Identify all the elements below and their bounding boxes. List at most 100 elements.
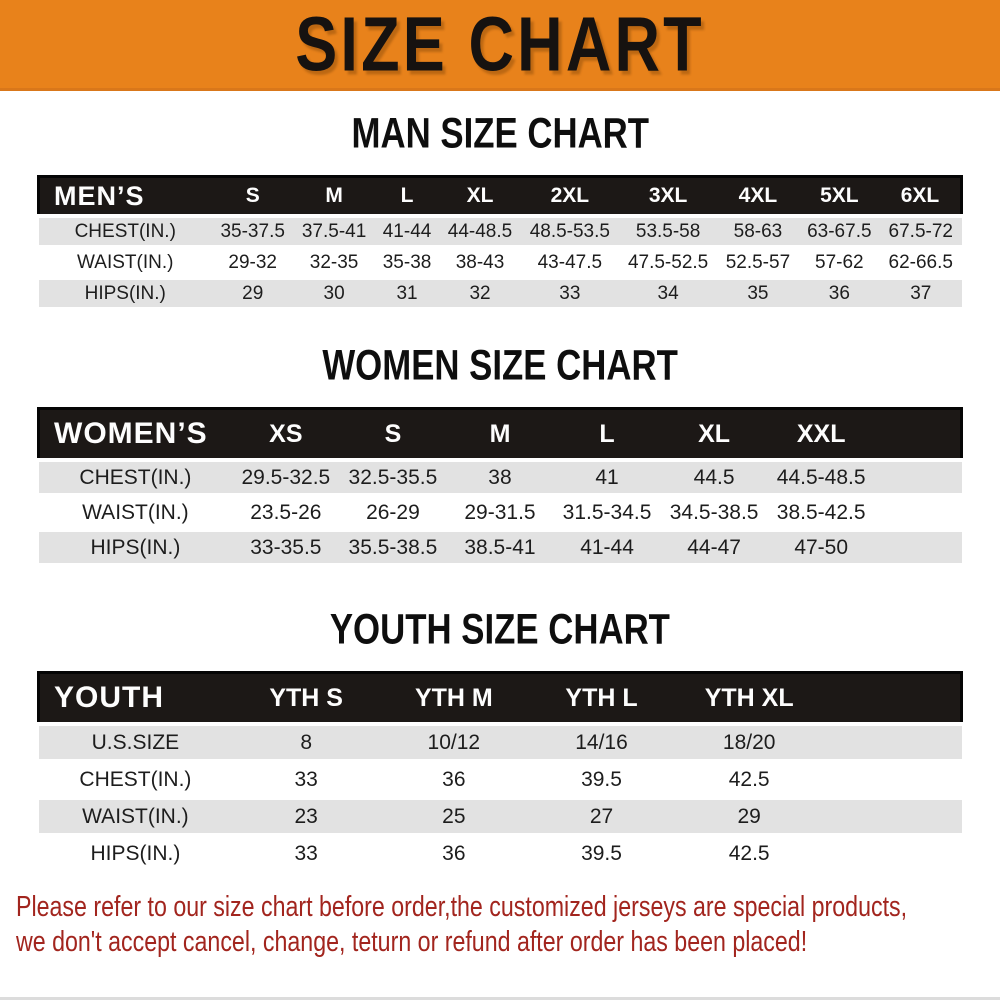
size-value-cell: 35.5-38.5 [339, 528, 447, 563]
men-chest-row: CHEST(IN.) 35-37.5 37.5-41 41-44 44-48.5… [38, 214, 962, 247]
size-value-cell: 52.5-57 [717, 245, 799, 278]
spacer-cell [823, 722, 962, 761]
size-value-cell: 32.5-35.5 [339, 458, 447, 495]
size-value-cell: 33 [232, 759, 380, 798]
men-size-col-header: 2XL [520, 175, 619, 218]
spacer-cell [823, 671, 964, 726]
men-size-col-header: 4XL [717, 175, 799, 218]
women-size-col-header: L [553, 407, 661, 462]
size-value-cell: 39.5 [527, 759, 676, 798]
spacer-cell [874, 407, 963, 462]
page-title: SIZE CHART [295, 1, 705, 87]
disclaimer-line-2: we don't accept cancel, change, teturn o… [16, 926, 808, 959]
women-table-corner-label: WOMEN’S [37, 407, 233, 462]
women-hips-row: HIPS(IN.) 33-35.5 35.5-38.5 38.5-41 41-4… [38, 528, 962, 563]
row-label: CHEST(IN.) [38, 759, 233, 798]
size-value-cell: 67.5-72 [880, 214, 962, 247]
size-value-cell: 38-43 [439, 245, 521, 278]
size-value-cell: 44.5-48.5 [767, 458, 875, 495]
spacer-cell [823, 796, 962, 835]
size-value-cell: 29-32 [212, 245, 294, 278]
row-label: HIPS(IN.) [38, 528, 233, 563]
men-section-heading-text: MAN SIZE CHART [351, 110, 649, 157]
size-value-cell: 38.5-41 [446, 528, 554, 563]
size-value-cell: 34 [618, 276, 718, 307]
size-value-cell: 26-29 [339, 493, 447, 530]
women-table-header-row: WOMEN’S XS S M L XL XXL [37, 407, 963, 462]
size-value-cell: 10/12 [380, 722, 528, 761]
row-label: CHEST(IN.) [38, 458, 233, 495]
men-section-heading: MAN SIZE CHART [0, 110, 1000, 157]
size-value-cell: 29-31.5 [446, 493, 554, 530]
women-size-table: WOMEN’S XS S M L XL XXL CHEST(IN.) 29.5-… [37, 407, 963, 563]
women-chest-row: CHEST(IN.) 29.5-32.5 32.5-35.5 38 41 44.… [38, 458, 962, 495]
size-value-cell: 44-47 [660, 528, 768, 563]
size-value-cell: 47-50 [767, 528, 875, 563]
youth-size-col-header: YTH XL [675, 671, 824, 726]
size-value-cell: 42.5 [675, 759, 824, 798]
size-value-cell: 43-47.5 [520, 245, 619, 278]
youth-size-table: YOUTH YTH S YTH M YTH L YTH XL U.S.SIZE … [37, 671, 964, 870]
size-value-cell: 36 [380, 833, 528, 870]
size-value-cell: 27 [527, 796, 676, 835]
women-size-col-header: XS [232, 407, 340, 462]
youth-size-col-header: YTH M [380, 671, 528, 726]
size-value-cell: 23.5-26 [232, 493, 340, 530]
size-value-cell: 29.5-32.5 [232, 458, 340, 495]
men-size-col-header: XL [439, 175, 521, 218]
disclaimer: Please refer to our size chart before or… [16, 890, 1000, 961]
size-value-cell: 62-66.5 [880, 245, 962, 278]
men-waist-row: WAIST(IN.) 29-32 32-35 35-38 38-43 43-47… [38, 245, 962, 278]
women-waist-row: WAIST(IN.) 23.5-26 26-29 29-31.5 31.5-34… [38, 493, 962, 530]
size-value-cell: 31.5-34.5 [553, 493, 661, 530]
size-value-cell: 29 [675, 796, 824, 835]
size-value-cell: 63-67.5 [798, 214, 881, 247]
size-value-cell: 44-48.5 [439, 214, 521, 247]
size-value-cell: 41 [553, 458, 661, 495]
size-value-cell: 33 [520, 276, 619, 307]
size-value-cell: 14/16 [527, 722, 676, 761]
youth-hips-row: HIPS(IN.) 33 36 39.5 42.5 [38, 833, 962, 870]
youth-size-col-header: YTH L [527, 671, 676, 726]
size-value-cell: 37 [880, 276, 962, 307]
women-size-col-header: M [446, 407, 554, 462]
bottom-edge-strip [0, 997, 1000, 1000]
spacer-cell [874, 528, 962, 563]
men-table-corner-label: MEN’S [37, 175, 212, 218]
row-label: CHEST(IN.) [38, 214, 212, 247]
women-size-col-header: S [339, 407, 447, 462]
size-value-cell: 41-44 [374, 214, 440, 247]
size-value-cell: 35 [717, 276, 799, 307]
size-value-cell: 37.5-41 [293, 214, 375, 247]
row-label: U.S.SIZE [38, 722, 233, 761]
men-size-col-header: M [293, 175, 375, 218]
women-size-col-header: XXL [767, 407, 875, 462]
size-value-cell: 39.5 [527, 833, 676, 870]
size-value-cell: 33 [232, 833, 380, 870]
size-value-cell: 42.5 [675, 833, 824, 870]
youth-ussize-row: U.S.SIZE 8 10/12 14/16 18/20 [38, 722, 962, 761]
youth-table-header-row: YOUTH YTH S YTH M YTH L YTH XL [37, 671, 964, 726]
size-value-cell: 36 [798, 276, 881, 307]
men-hips-row: HIPS(IN.) 29 30 31 32 33 34 35 36 37 [38, 276, 962, 307]
youth-waist-row: WAIST(IN.) 23 25 27 29 [38, 796, 962, 835]
youth-section-heading-text: YOUTH SIZE CHART [329, 606, 671, 653]
size-value-cell: 25 [380, 796, 528, 835]
youth-size-col-header: YTH S [232, 671, 380, 726]
spacer-cell [823, 759, 962, 798]
men-size-table: MEN’S S M L XL 2XL 3XL 4XL 5XL 6XL CHEST… [37, 175, 964, 307]
size-value-cell: 23 [232, 796, 380, 835]
size-value-cell: 48.5-53.5 [520, 214, 619, 247]
row-label: HIPS(IN.) [38, 276, 212, 307]
spacer-cell [874, 493, 962, 530]
size-value-cell: 35-37.5 [212, 214, 294, 247]
spacer-cell [823, 833, 962, 870]
size-value-cell: 41-44 [553, 528, 661, 563]
size-value-cell: 29 [212, 276, 294, 307]
size-value-cell: 33-35.5 [232, 528, 340, 563]
size-value-cell: 32 [439, 276, 521, 307]
size-value-cell: 31 [374, 276, 440, 307]
size-value-cell: 18/20 [675, 722, 824, 761]
size-value-cell: 38 [446, 458, 554, 495]
youth-section-heading: YOUTH SIZE CHART [0, 606, 1000, 653]
